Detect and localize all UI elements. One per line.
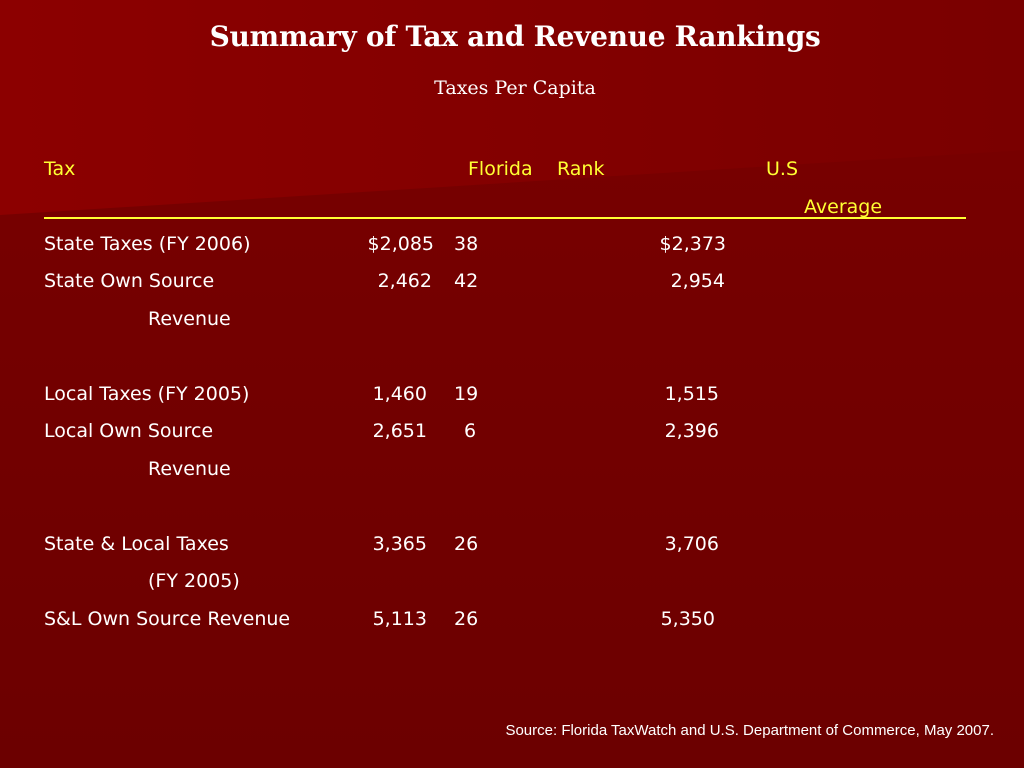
row-us-value: 2,396 — [664, 420, 719, 442]
row-label: State Own Source — [44, 270, 215, 292]
header-us-average: Average — [804, 196, 883, 218]
row-rank: 42 — [454, 270, 479, 292]
row-us-value: 5,350 — [660, 608, 715, 630]
slide-title: Summary of Tax and Revenue Rankings — [209, 20, 821, 53]
row-florida-value: 2,651 — [372, 420, 427, 442]
row-rank: 26 — [454, 533, 479, 555]
row-us-value: 2,954 — [670, 270, 725, 292]
row-label-continued: (FY 2005) — [148, 570, 240, 592]
row-florida-value: $2,085 — [367, 233, 434, 255]
row-florida-value: 5,113 — [372, 608, 427, 630]
slide-subtitle: Taxes Per Capita — [434, 77, 596, 99]
row-label: Local Taxes (FY 2005) — [44, 383, 250, 405]
source-footnote: Source: Florida TaxWatch and U.S. Depart… — [505, 722, 994, 739]
header-divider — [44, 217, 966, 219]
row-us-value: 3,706 — [664, 533, 719, 555]
row-label: State & Local Taxes — [44, 533, 229, 555]
row-label-continued: Revenue — [148, 458, 231, 480]
row-rank: 26 — [454, 608, 479, 630]
row-us-value: 1,515 — [664, 383, 719, 405]
header-rank: Rank — [557, 158, 605, 180]
row-rank: 38 — [454, 233, 479, 255]
row-florida-value: 1,460 — [372, 383, 427, 405]
header-tax: Tax — [44, 158, 76, 180]
row-florida-value: 2,462 — [377, 270, 432, 292]
row-label-continued: Revenue — [148, 308, 231, 330]
row-label: Local Own Source — [44, 420, 214, 442]
row-florida-value: 3,365 — [372, 533, 427, 555]
row-label: State Taxes (FY 2006) — [44, 233, 251, 255]
header-florida: Florida — [468, 158, 533, 180]
row-rank: 19 — [454, 383, 479, 405]
row-us-value: $2,373 — [659, 233, 726, 255]
row-label: S&L Own Source Revenue — [44, 608, 291, 630]
header-us: U.S — [766, 158, 799, 180]
row-rank: 6 — [464, 420, 477, 442]
